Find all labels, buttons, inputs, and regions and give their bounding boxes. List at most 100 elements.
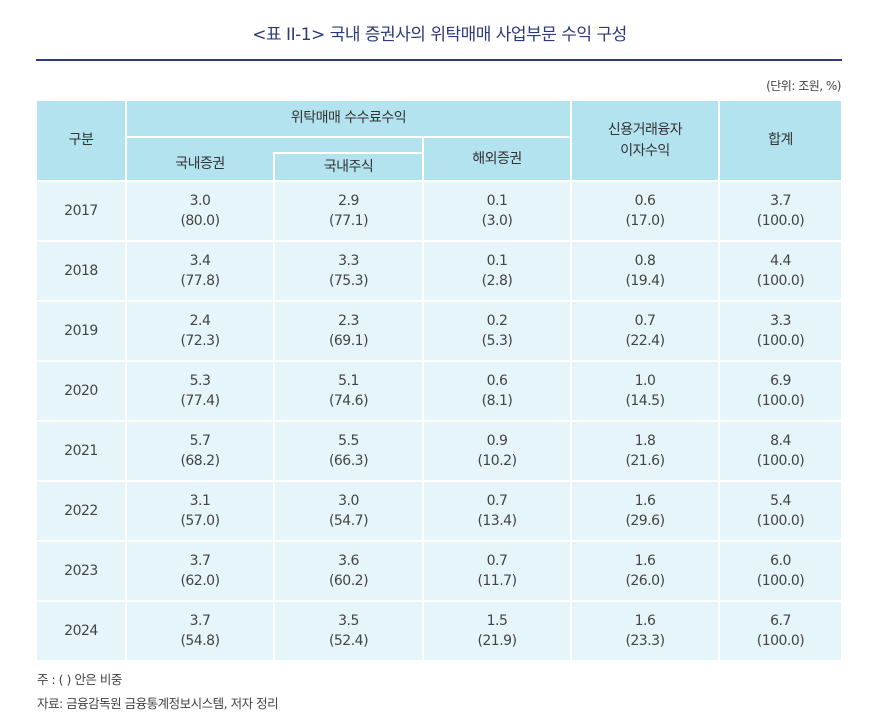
table-title: <표 II-1> 국내 증권사의 위탁매매 사업부문 수익 구성 (252, 25, 627, 45)
table-cell: 3.3 (100.0) (720, 302, 841, 360)
cell-share: (14.5) (625, 393, 665, 409)
header-credit-interest: 신용거래융자 이자수익 (572, 101, 718, 180)
cell-share: (100.0) (756, 333, 805, 349)
cell-value: 0.1 (486, 253, 508, 269)
cell-share: (100.0) (756, 393, 805, 409)
cell-share: (100.0) (756, 633, 805, 649)
cell-share: (54.7) (328, 513, 369, 529)
table-cell: 4.4 (100.0) (720, 242, 841, 300)
cell-share: (60.2) (328, 573, 369, 589)
table-cell: 3.5 (52.4) (275, 602, 422, 660)
cell-value: 0.6 (486, 373, 508, 389)
cell-value: 5.5 (338, 433, 359, 449)
cell-value: 3.3 (338, 253, 359, 269)
header-domestic-securities: 국내증권 (127, 138, 273, 180)
cell-share: (13.4) (477, 513, 517, 529)
cell-value: 0.2 (486, 313, 508, 329)
row-year: 2021 (37, 422, 125, 480)
cell-value: 0.6 (634, 193, 656, 209)
cell-share: (11.7) (477, 573, 517, 589)
table-cell: 6.0 (100.0) (720, 542, 841, 600)
cell-value: 3.3 (770, 313, 791, 329)
cell-value: 0.9 (486, 433, 508, 449)
cell-share: (66.3) (328, 453, 369, 469)
unit-label: (단위: 조원, %) (766, 79, 841, 93)
cell-value: 3.0 (338, 493, 359, 509)
header-brokerage-fee: 위탁매매 수수료수익 (127, 101, 570, 136)
cell-share: (62.0) (180, 573, 220, 589)
cell-share: (19.4) (625, 273, 665, 289)
row-year: 2024 (37, 602, 125, 660)
table-cell: 0.7 (11.7) (424, 542, 570, 600)
table-cell: 1.5 (21.9) (424, 602, 570, 660)
header-total: 합계 (720, 101, 841, 180)
cell-value: 1.0 (634, 373, 656, 389)
table-cell: 3.4 (77.8) (127, 242, 273, 300)
cell-share: (100.0) (756, 513, 805, 529)
header-category: 구분 (37, 101, 125, 180)
cell-value: 6.9 (770, 373, 791, 389)
row-year: 2022 (37, 482, 125, 540)
table-cell: 2.4 (72.3) (127, 302, 273, 360)
cell-value: 0.7 (486, 493, 508, 509)
row-year: 2018 (37, 242, 125, 300)
cell-share: (77.4) (180, 393, 220, 409)
cell-value: 3.0 (189, 193, 211, 209)
header-credit-interest-line2: 이자수익 (620, 142, 670, 159)
table-cell: 1.8 (21.6) (572, 422, 718, 480)
table-cell: 1.6 (29.6) (572, 482, 718, 540)
table-cell: 0.8 (19.4) (572, 242, 718, 300)
table-cell: 0.2 (5.3) (424, 302, 570, 360)
header-domestic-securities-ext (273, 138, 422, 152)
table-source: 자료: 금융감독원 금융통계정보시스템, 저자 정리 (37, 696, 279, 711)
table-cell: 3.7 (100.0) (720, 182, 841, 240)
cell-value: 5.3 (189, 373, 211, 389)
row-year: 2020 (37, 362, 125, 420)
cell-value: 1.5 (486, 613, 508, 629)
row-year: 2017 (37, 182, 125, 240)
row-year: 2023 (37, 542, 125, 600)
header-overseas-securities: 해외증권 (424, 138, 570, 180)
table-cell: 5.7 (68.2) (127, 422, 273, 480)
table-cell: 3.3 (75.3) (275, 242, 422, 300)
cell-value: 1.6 (634, 553, 656, 569)
cell-value: 3.5 (338, 613, 359, 629)
table-note: 주 : ( ) 안은 비중 (37, 672, 122, 687)
table-cell: 5.4 (100.0) (720, 482, 841, 540)
cell-share: (22.4) (625, 333, 665, 349)
cell-share: (21.6) (625, 453, 665, 469)
table-cell: 3.0 (80.0) (127, 182, 273, 240)
table-cell: 8.4 (100.0) (720, 422, 841, 480)
cell-share: (100.0) (756, 213, 805, 229)
table-cell: 1.0 (14.5) (572, 362, 718, 420)
cell-share: (54.8) (180, 633, 220, 649)
table-cell: 3.6 (60.2) (275, 542, 422, 600)
header-domestic-stocks: 국내주식 (275, 154, 422, 180)
cell-share: (77.8) (180, 273, 220, 289)
cell-value: 0.7 (634, 313, 656, 329)
cell-value: 2.3 (338, 313, 359, 329)
cell-share: (52.4) (328, 633, 369, 649)
cell-share: (3.0) (481, 213, 513, 229)
cell-share: (17.0) (625, 213, 665, 229)
cell-value: 3.6 (338, 553, 359, 569)
cell-share: (68.2) (180, 453, 220, 469)
cell-share: (2.8) (481, 273, 513, 289)
table-cell: 0.6 (8.1) (424, 362, 570, 420)
table-cell: 3.7 (62.0) (127, 542, 273, 600)
cell-value: 0.8 (634, 253, 656, 269)
cell-value: 8.4 (770, 433, 791, 449)
cell-share: (100.0) (756, 273, 805, 289)
cell-share: (23.3) (625, 633, 665, 649)
table-cell: 0.1 (2.8) (424, 242, 570, 300)
cell-value: 6.7 (770, 613, 791, 629)
table-cell: 5.1 (74.6) (275, 362, 422, 420)
cell-value: 3.7 (189, 553, 211, 569)
title-divider (36, 59, 842, 61)
cell-share: (57.0) (180, 513, 220, 529)
cell-share: (75.3) (328, 273, 369, 289)
cell-share: (26.0) (625, 573, 665, 589)
table-cell: 0.1 (3.0) (424, 182, 570, 240)
cell-share: (100.0) (756, 573, 805, 589)
table-cell: 0.9 (10.2) (424, 422, 570, 480)
